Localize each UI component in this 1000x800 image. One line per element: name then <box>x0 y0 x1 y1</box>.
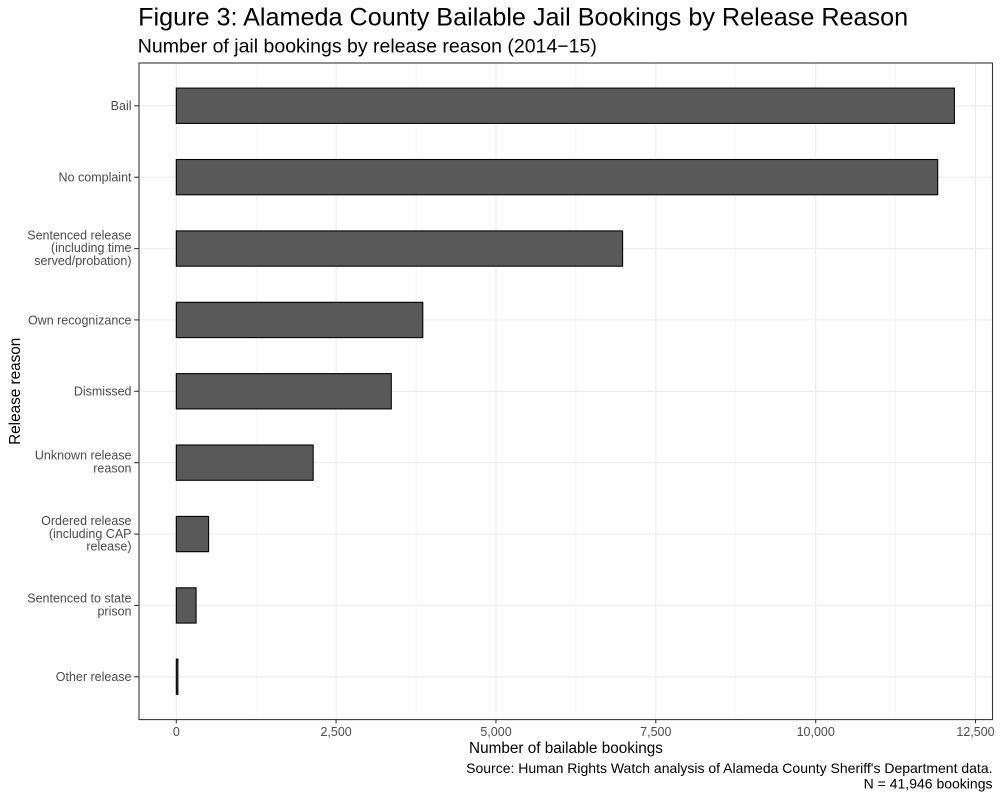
svg-text:Dismissed: Dismissed <box>74 385 132 399</box>
svg-text:5,000: 5,000 <box>480 725 511 739</box>
svg-text:served/probation): served/probation) <box>34 254 131 268</box>
svg-text:Other release: Other release <box>56 670 132 684</box>
svg-text:Release reason: Release reason <box>7 338 24 445</box>
svg-text:reason: reason <box>93 462 131 476</box>
svg-text:Number of jail bookings by rel: Number of jail bookings by release reaso… <box>138 35 597 57</box>
svg-text:2,500: 2,500 <box>320 725 351 739</box>
svg-text:0: 0 <box>173 725 180 739</box>
svg-text:Number of bailable bookings: Number of bailable bookings <box>469 740 663 757</box>
svg-text:Sentenced release: Sentenced release <box>27 228 131 242</box>
svg-text:Bail: Bail <box>111 99 132 113</box>
svg-text:Own recognizance: Own recognizance <box>28 313 132 327</box>
svg-text:7,500: 7,500 <box>640 725 671 739</box>
svg-text:No complaint: No complaint <box>59 171 132 185</box>
svg-text:Figure 3: Alameda County Baila: Figure 3: Alameda County Bailable Jail B… <box>138 4 908 32</box>
svg-text:Ordered release: Ordered release <box>41 514 131 528</box>
svg-text:Source: Human Rights Watch ana: Source: Human Rights Watch analysis of A… <box>466 760 992 776</box>
svg-text:12,500: 12,500 <box>956 725 994 739</box>
svg-text:(including time: (including time <box>51 241 132 255</box>
svg-text:release): release) <box>86 540 131 554</box>
svg-text:Sentenced to state: Sentenced to state <box>27 592 131 606</box>
svg-text:N = 41,946 bookings: N = 41,946 bookings <box>864 775 993 791</box>
svg-text:prison: prison <box>97 604 131 618</box>
svg-text:Unknown release: Unknown release <box>35 449 132 463</box>
svg-text:10,000: 10,000 <box>797 725 835 739</box>
svg-text:(including CAP: (including CAP <box>49 527 132 541</box>
